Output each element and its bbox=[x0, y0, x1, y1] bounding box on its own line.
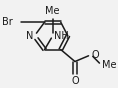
Text: NH: NH bbox=[54, 31, 68, 41]
Text: O: O bbox=[71, 76, 79, 86]
Text: Me: Me bbox=[45, 6, 60, 16]
Text: Br: Br bbox=[2, 17, 13, 27]
Text: Me: Me bbox=[102, 60, 116, 70]
Text: O: O bbox=[92, 50, 99, 60]
Text: N: N bbox=[26, 31, 33, 41]
